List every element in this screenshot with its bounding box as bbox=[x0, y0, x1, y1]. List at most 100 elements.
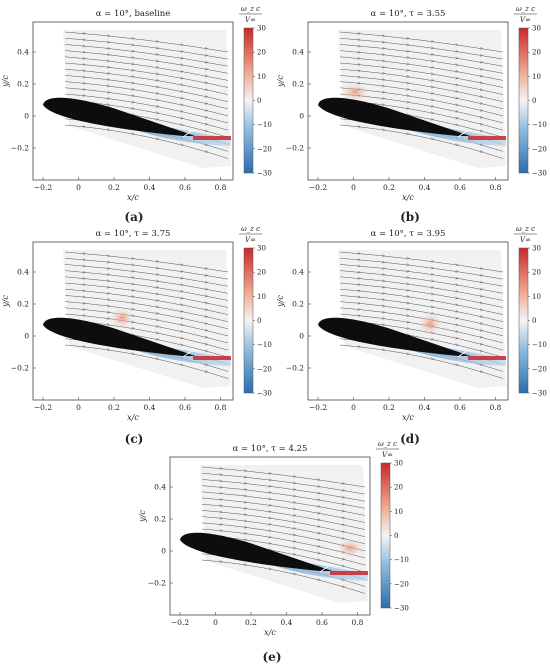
y-tick-label: 0 bbox=[161, 547, 166, 556]
colorbar bbox=[380, 462, 391, 609]
x-tick-label: 0 bbox=[213, 618, 218, 627]
x-tick-label: −0.2 bbox=[34, 403, 52, 412]
x-tick-label: 0.2 bbox=[108, 403, 120, 412]
x-tick-label: −0.2 bbox=[309, 403, 327, 412]
vortex-blob bbox=[418, 313, 442, 335]
trailing-edge-vorticity bbox=[330, 571, 368, 575]
colorbar-label-top: ω_z c bbox=[378, 440, 397, 448]
colorbar-label-bottom: V∞ bbox=[245, 16, 256, 24]
y-axis-label: y/c bbox=[276, 75, 285, 88]
colorbar-tick-label: 30 bbox=[532, 25, 541, 33]
y-tick-label: 0.4 bbox=[17, 48, 29, 57]
y-axis-label: y/c bbox=[1, 75, 10, 88]
colorbar-tick-label: 10 bbox=[532, 293, 541, 301]
colorbar-tick-label: 20 bbox=[257, 49, 266, 57]
y-tick-label: 0.4 bbox=[292, 268, 304, 277]
panel-title: α = 10°, τ = 3.75 bbox=[96, 229, 171, 239]
colorbar-tick-label: 0 bbox=[394, 532, 398, 540]
x-tick-label: 0 bbox=[351, 183, 356, 192]
panel-title: α = 10°, τ = 3.95 bbox=[371, 229, 446, 239]
colorbar-tick-label: −10 bbox=[257, 121, 272, 129]
y-tick-label: −0.2 bbox=[286, 144, 304, 153]
panel-title: α = 10°, τ = 3.55 bbox=[371, 9, 446, 19]
colorbar-label-bottom: V∞ bbox=[245, 236, 256, 244]
x-tick-label: 0.8 bbox=[352, 618, 364, 627]
x-tick-label: 0.2 bbox=[108, 183, 120, 192]
y-axis-label: y/c bbox=[276, 295, 285, 308]
flow-field-plot: α = 10°, τ = 3.75 −0.2 0 0.2 0.4 0.6 0.8 x/c 0.4… bbox=[1, 225, 272, 422]
x-tick-label: 0 bbox=[351, 403, 356, 412]
colorbar bbox=[243, 27, 254, 174]
trailing-edge-vorticity bbox=[193, 136, 231, 140]
x-axis-label: x/c bbox=[127, 193, 139, 202]
x-tick-label: 0.4 bbox=[281, 618, 293, 627]
y-tick-label: 0 bbox=[299, 112, 304, 121]
colorbar-label-bottom: V∞ bbox=[520, 236, 531, 244]
colorbar-tick-label: −10 bbox=[257, 341, 272, 349]
x-axis-label: x/c bbox=[264, 628, 276, 637]
x-tick-label: 0.6 bbox=[179, 403, 191, 412]
y-tick-label: 0.2 bbox=[17, 300, 29, 309]
x-tick-label: 0.8 bbox=[490, 403, 502, 412]
colorbar-tick-label: 30 bbox=[532, 245, 541, 253]
colorbar-label-top: ω_z c bbox=[516, 225, 535, 233]
colorbar-tick-label: 20 bbox=[532, 269, 541, 277]
flap-gap bbox=[319, 564, 331, 573]
x-axis-label: x/c bbox=[402, 193, 414, 202]
panel-c: α = 10°, τ = 3.75 −0.2 0 0.2 0.4 0.6 0.8 x/c 0.4… bbox=[0, 220, 275, 439]
x-tick-label: 0.6 bbox=[179, 183, 191, 192]
y-tick-label: −0.2 bbox=[286, 364, 304, 373]
x-tick-label: 0.2 bbox=[383, 183, 395, 192]
caption-d: (d) bbox=[400, 432, 420, 446]
colorbar-tick-label: 10 bbox=[257, 293, 266, 301]
colorbar-tick-label: −10 bbox=[532, 121, 547, 129]
airfoil bbox=[318, 97, 470, 136]
x-tick-label: 0.4 bbox=[419, 403, 431, 412]
colorbar-tick-label: −30 bbox=[257, 170, 272, 178]
colorbar-tick-label: 0 bbox=[532, 97, 536, 105]
x-axis-label: x/c bbox=[127, 413, 139, 422]
caption-c: (c) bbox=[124, 432, 144, 446]
caption-a: (a) bbox=[124, 210, 144, 224]
streamlines bbox=[339, 31, 504, 159]
x-tick-label: −0.2 bbox=[171, 618, 189, 627]
y-tick-label: 0 bbox=[299, 332, 304, 341]
y-tick-label: 0 bbox=[24, 332, 29, 341]
colorbar-tick-label: 10 bbox=[532, 73, 541, 81]
y-tick-label: 0.4 bbox=[292, 48, 304, 57]
colorbar-tick-label: −10 bbox=[532, 341, 547, 349]
trailing-edge-vorticity bbox=[193, 356, 231, 360]
x-tick-label: 0.4 bbox=[144, 403, 156, 412]
y-axis-label: y/c bbox=[138, 510, 147, 523]
flap-gap bbox=[457, 129, 469, 138]
panel-e: α = 10°, τ = 4.25 −0.2 0 0.2 0.4 0.6 0.8 x/c 0.4… bbox=[137, 435, 412, 654]
caption-b: (b) bbox=[400, 210, 420, 224]
x-tick-label: 0.2 bbox=[383, 403, 395, 412]
trailing-edge-vorticity bbox=[468, 356, 506, 360]
colorbar-tick-label: −20 bbox=[532, 365, 547, 373]
x-axis-label: x/c bbox=[402, 413, 414, 422]
colorbar-tick-label: −30 bbox=[532, 390, 547, 398]
colorbar-tick-label: −20 bbox=[257, 365, 272, 373]
flap-gap bbox=[457, 349, 469, 358]
vortex-blob bbox=[110, 308, 134, 328]
y-axis-label: y/c bbox=[1, 295, 10, 308]
colorbar-label-top: ω_z c bbox=[516, 5, 535, 13]
flap-gap bbox=[182, 349, 194, 358]
colorbar-label-bottom: V∞ bbox=[382, 451, 393, 459]
colorbar-tick-label: 0 bbox=[257, 317, 261, 325]
colorbar-tick-label: 20 bbox=[532, 49, 541, 57]
flow-field-plot: α = 10°, τ = 4.25 −0.2 0 0.2 0.4 0.6 0.8 x/c 0.4… bbox=[138, 440, 409, 637]
airfoil bbox=[318, 317, 470, 356]
colorbar-label-top: ω_z c bbox=[241, 225, 260, 233]
y-tick-label: −0.2 bbox=[11, 364, 29, 373]
colorbar-tick-label: −30 bbox=[394, 605, 409, 613]
y-tick-label: 0.2 bbox=[154, 515, 166, 524]
flow-field-plot: α = 10°, τ = 3.95 −0.2 0 0.2 0.4 0.6 0.8 x/c 0.4… bbox=[276, 225, 547, 422]
x-tick-label: 0 bbox=[76, 403, 81, 412]
colorbar-tick-label: −20 bbox=[257, 145, 272, 153]
panel-a: α = 10°, baseline −0.2 0 0.2 0.4 0.6 0.8 x/c 0.4… bbox=[0, 0, 275, 219]
airfoil bbox=[180, 532, 332, 571]
x-tick-label: 0.4 bbox=[144, 183, 156, 192]
x-tick-label: −0.2 bbox=[309, 183, 327, 192]
